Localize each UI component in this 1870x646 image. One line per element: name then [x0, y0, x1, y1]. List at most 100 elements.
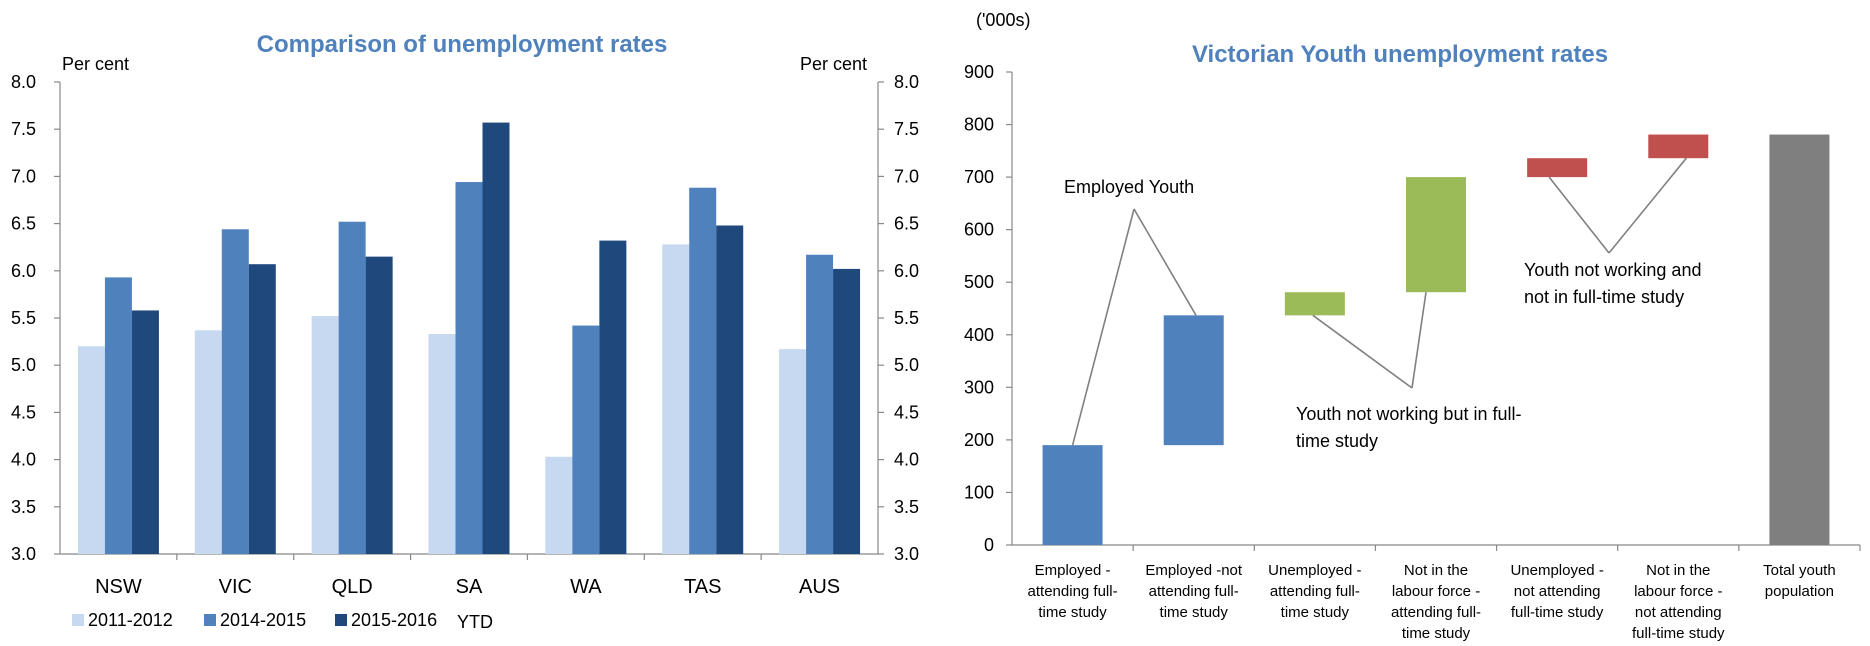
left-tick-label: 3.0: [11, 544, 36, 564]
category-label-line: time study: [1281, 604, 1350, 621]
waterfall-bar: [1406, 177, 1466, 293]
annotation-label: Youth not working but in full-time study: [1296, 404, 1521, 451]
bar-2015-2016-QLD: [365, 256, 393, 554]
right-tick-label: 6.0: [894, 261, 919, 281]
category-label-line: Employed -: [1035, 562, 1111, 579]
annotation-line: not in full-time study: [1524, 287, 1684, 307]
category-label-line: Not in the: [1646, 562, 1710, 579]
annotation-line: Youth not working but in full-: [1296, 404, 1521, 424]
waterfall-tick-label: 100: [964, 482, 994, 502]
waterfall-category-label: Not in the labour force - attending full-t…: [1391, 562, 1481, 642]
left-y-axis-label: Per cent: [62, 54, 129, 74]
category-label-line: attending full-: [1391, 604, 1481, 621]
right-tick-label: 5.0: [894, 355, 919, 375]
legend-swatch: [204, 614, 216, 626]
waterfall-category-label: Total youth population: [1763, 562, 1836, 600]
bar-2011-2012-TAS: [662, 244, 690, 555]
right-chart-title: Victorian Youth unemployment rates: [1192, 41, 1608, 68]
category-label-line: Not in the: [1404, 562, 1468, 579]
waterfall-category-label: Unemployed - attending full-time study: [1268, 562, 1361, 621]
category-label-line: population: [1765, 583, 1834, 600]
left-chart: 3.0 3.0 3.5 3.5 4.0 4.0 4.5 4.5 5.0 5.0 5.5 5.5 6.0 6…: [11, 72, 919, 598]
left-tick-label: 8.0: [11, 72, 36, 92]
annotation-connector: [1411, 292, 1427, 389]
annotation-line: Youth not working and: [1524, 260, 1701, 280]
category-label-line: not attending: [1635, 604, 1722, 621]
waterfall-tick-label: 800: [964, 115, 994, 135]
category-label-line: Total youth: [1763, 562, 1836, 579]
left-chart-title: Comparison of unemployment rates: [257, 31, 668, 58]
right-tick-label: 4.5: [894, 402, 919, 422]
bar-2014-2015-SA: [455, 182, 483, 554]
left-tick-label: 3.5: [11, 497, 36, 517]
x-tick-label: WA: [570, 576, 602, 598]
category-label-line: attending full-: [1270, 583, 1360, 600]
x-tick-label: TAS: [684, 576, 721, 598]
bar-2015-2016-SA: [482, 122, 510, 554]
waterfall-chart: 0 100 200 300 400 500 600 700 800 900 Employed - at…: [964, 62, 1861, 642]
waterfall-category-label: Employed - attending full-time study: [1028, 562, 1118, 621]
waterfall-bar: [1042, 445, 1103, 545]
bar-2014-2015-NSW: [104, 277, 132, 554]
annotation-label: Employed Youth: [1064, 177, 1194, 197]
x-tick-label: AUS: [799, 576, 840, 598]
left-tick-label: 4.5: [11, 402, 36, 422]
bar-2014-2015-WA: [572, 325, 600, 554]
bar-2015-2016-TAS: [716, 225, 744, 554]
legend-suffix: YTD: [457, 612, 493, 632]
x-tick-label: NSW: [95, 576, 142, 598]
right-tick-label: 4.0: [894, 450, 919, 470]
left-tick-label: 6.5: [11, 214, 36, 234]
waterfall-y-axis-label: ('000s): [976, 10, 1030, 30]
waterfall-bar: [1527, 158, 1588, 178]
annotation-line: time study: [1296, 431, 1378, 451]
bar-2015-2016-AUS: [833, 268, 861, 554]
waterfall-tick-label: 300: [964, 377, 994, 397]
legend-label: 2015-2016: [351, 610, 437, 630]
bar-2011-2012-VIC: [194, 330, 222, 554]
left-tick-label: 4.0: [11, 450, 36, 470]
left-legend: 2011-2012 2014-2015 2015-2016 YTD: [72, 610, 493, 632]
left-tick-label: 5.0: [11, 355, 36, 375]
bar-2011-2012-NSW: [77, 346, 105, 554]
category-label-line: not attending: [1514, 583, 1601, 600]
right-y-axis-label: Per cent: [800, 54, 867, 74]
bar-2014-2015-AUS: [806, 254, 834, 554]
waterfall-tick-label: 0: [984, 535, 994, 555]
category-label-line: labour force -: [1392, 583, 1480, 600]
waterfall-bar: [1284, 292, 1345, 316]
category-label-line: labour force -: [1634, 583, 1722, 600]
legend-label: 2014-2015: [220, 610, 306, 630]
waterfall-tick-label: 200: [964, 430, 994, 450]
bar-2014-2015-QLD: [338, 221, 366, 554]
left-tick-label: 5.5: [11, 308, 36, 328]
bar-2011-2012-SA: [428, 334, 456, 554]
bar-2011-2012-WA: [545, 456, 573, 554]
right-tick-label: 5.5: [894, 308, 919, 328]
waterfall-tick-label: 500: [964, 272, 994, 292]
left-tick-label: 7.0: [11, 166, 36, 186]
bar-2011-2012-AUS: [779, 349, 807, 554]
waterfall-bar: [1163, 315, 1224, 446]
category-label-line: full-time study: [1511, 604, 1604, 621]
right-tick-label: 6.5: [894, 214, 919, 234]
bar-2014-2015-VIC: [221, 229, 249, 555]
legend-swatch: [335, 614, 347, 626]
waterfall-tick-label: 400: [964, 325, 994, 345]
bar-2015-2016-VIC: [248, 264, 276, 554]
right-tick-label: 7.0: [894, 166, 919, 186]
right-tick-label: 3.5: [894, 497, 919, 517]
annotation-connector: [1548, 176, 1610, 254]
category-label-line: Unemployed -: [1268, 562, 1361, 579]
x-tick-label: VIC: [219, 576, 252, 598]
x-tick-label: SA: [456, 576, 483, 598]
category-label-line: attending full-: [1028, 583, 1118, 600]
waterfall-category-label: Not in the labour force - not attending ful…: [1632, 562, 1725, 642]
waterfall-category-label: Unemployed - not attending full-time study: [1510, 562, 1603, 621]
legend-swatch: [72, 614, 84, 626]
annotation-label: Youth not working and not in full-time st…: [1524, 260, 1701, 307]
bar-2015-2016-NSW: [131, 310, 159, 554]
bar-2011-2012-QLD: [311, 316, 339, 554]
right-tick-label: 8.0: [894, 72, 919, 92]
